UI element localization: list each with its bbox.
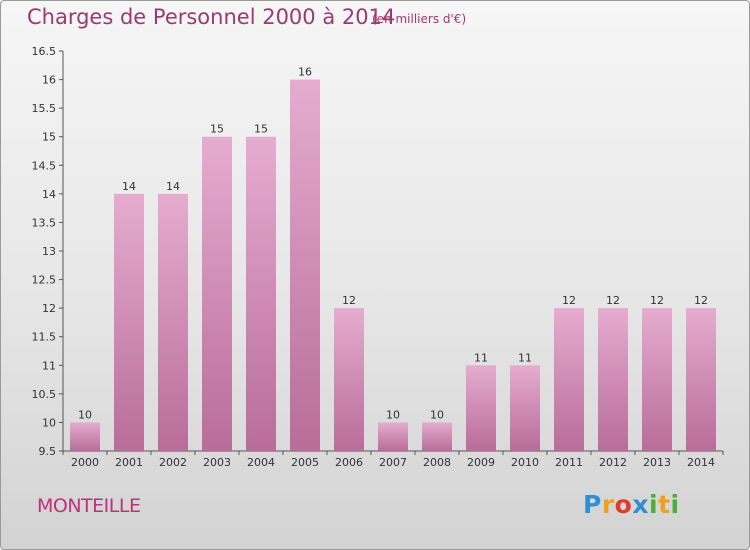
y-tick-label: 15.5 (32, 102, 57, 115)
data-label: 12 (694, 294, 708, 307)
bar (642, 308, 672, 451)
logo-letter: t (658, 490, 671, 519)
proxiti-logo: Proxiti (583, 490, 680, 519)
y-tick-label: 13 (42, 245, 56, 258)
bar (686, 308, 716, 451)
bar (158, 193, 188, 451)
y-tick-label: 16.5 (32, 45, 57, 58)
data-label: 12 (606, 294, 620, 307)
x-tick-label: 2012 (599, 456, 627, 469)
y-tick-label: 11 (42, 359, 56, 372)
x-tick-label: 2013 (643, 456, 671, 469)
y-tick-label: 12 (42, 302, 56, 315)
bar (290, 79, 320, 452)
x-tick-label: 2010 (511, 456, 539, 469)
y-tick-label: 9.5 (39, 445, 57, 458)
bar (114, 193, 144, 451)
data-label: 10 (78, 408, 92, 421)
bar (246, 136, 276, 451)
bar (422, 422, 452, 451)
bar (510, 365, 540, 451)
chart-subtitle: (en milliers d'€) (372, 12, 467, 26)
x-tick-label: 2002 (159, 456, 187, 469)
x-tick-label: 2014 (687, 456, 715, 469)
data-label: 10 (430, 408, 444, 421)
x-tick-label: 2008 (423, 456, 451, 469)
logo-letter: i (670, 490, 680, 519)
x-tick-label: 2000 (71, 456, 99, 469)
y-tick-label: 15 (42, 131, 56, 144)
y-tick-label: 10.5 (32, 388, 57, 401)
logo-letter: i (649, 490, 659, 519)
data-label: 14 (122, 180, 136, 193)
x-tick-label: 2004 (247, 456, 275, 469)
y-tick-label: 10 (42, 416, 56, 429)
data-label: 10 (386, 408, 400, 421)
x-tick-label: 2003 (203, 456, 231, 469)
chart-labels: 10 2000 14 2001 14 2002 15 2003 15 2004 16 2005 12 20… (71, 66, 715, 469)
data-label: 12 (650, 294, 664, 307)
data-label: 14 (166, 180, 180, 193)
chart-title: Charges de Personnel 2000 à 2014 (27, 5, 396, 29)
town-name: MONTEILLE (37, 495, 141, 517)
y-tick-label: 11.5 (32, 331, 57, 344)
x-tick-label: 2007 (379, 456, 407, 469)
y-tick-label: 14.5 (32, 159, 57, 172)
y-tick-label: 16 (42, 74, 56, 87)
data-label: 15 (210, 123, 224, 136)
data-label: 11 (474, 351, 488, 364)
x-tick-label: 2009 (467, 456, 495, 469)
bar (334, 308, 364, 451)
logo-letter: x (632, 490, 649, 519)
bar (466, 365, 496, 451)
x-tick-label: 2006 (335, 456, 363, 469)
data-label: 15 (254, 123, 268, 136)
bar (378, 422, 408, 451)
chart-axes: 9.5 10 10.5 11 11.5 12 12.5 13 13.5 14 14.5 15 15.5 1… (32, 45, 724, 458)
data-label: 16 (298, 66, 312, 79)
logo-letter: o (614, 490, 633, 519)
x-tick-label: 2001 (115, 456, 143, 469)
logo-letter: r (601, 490, 615, 519)
y-tick-label: 13.5 (32, 216, 57, 229)
bar (202, 136, 232, 451)
x-tick-label: 2005 (291, 456, 319, 469)
y-tick-label: 14 (42, 188, 56, 201)
x-tick-label: 2011 (555, 456, 583, 469)
data-label: 12 (342, 294, 356, 307)
bar (554, 308, 584, 451)
bar (598, 308, 628, 451)
y-tick-label: 12.5 (32, 274, 57, 287)
bar (70, 422, 100, 451)
chart-bars (70, 79, 716, 452)
logo-letter: P (583, 490, 602, 519)
data-label: 11 (518, 351, 532, 364)
data-label: 12 (562, 294, 576, 307)
